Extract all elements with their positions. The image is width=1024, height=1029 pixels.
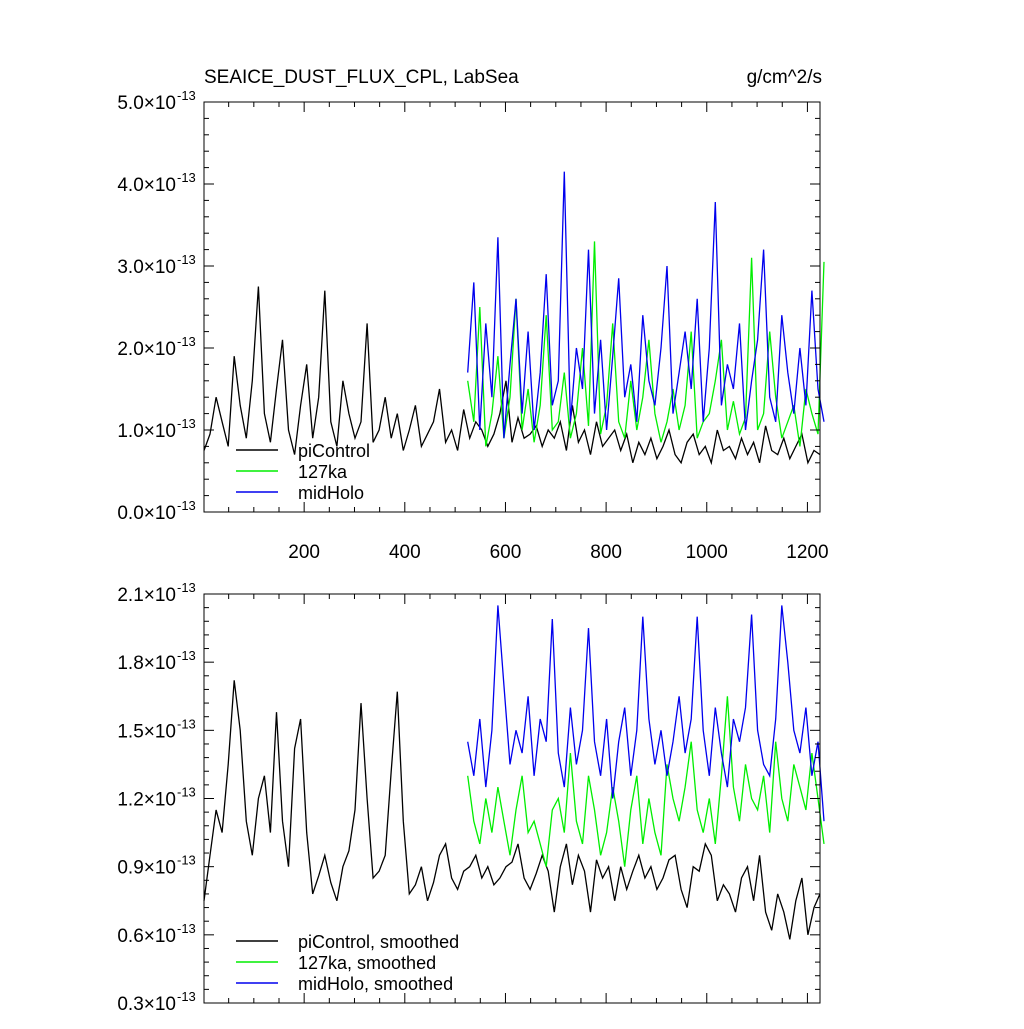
legend-label: midHolo: [298, 483, 364, 503]
units-label: g/cm^2/s: [747, 67, 822, 88]
legend-label: piControl, smoothed: [298, 932, 459, 952]
y-tick-exponent: -13: [177, 170, 196, 185]
y-tick-exponent: -13: [177, 252, 196, 267]
y-tick-label: 1.2×10: [117, 790, 176, 811]
series-line-0-2: [467, 171, 825, 439]
y-tick-label: 5.0×10: [117, 93, 176, 114]
legend-label: piControl: [298, 441, 370, 461]
y-tick-exponent: -13: [177, 648, 196, 663]
x-tick-label: 200: [288, 542, 320, 563]
x-tick-label: 1000: [686, 542, 728, 563]
y-tick-exponent: -13: [177, 989, 196, 1004]
y-tick-exponent: -13: [177, 498, 196, 513]
y-tick-label: 0.3×10: [117, 994, 176, 1015]
chart-title: SEAICE_DUST_FLUX_CPL, LabSea: [204, 67, 519, 88]
plot-frame: [203, 593, 821, 1004]
y-tick-label: 1.8×10: [117, 653, 176, 674]
y-tick-label: 0.6×10: [117, 926, 176, 947]
y-tick-label: 2.0×10: [117, 339, 176, 360]
y-tick-exponent: -13: [177, 853, 196, 868]
x-tick-label: 600: [490, 542, 522, 563]
x-tick-label: 400: [389, 542, 421, 563]
y-tick-exponent: -13: [177, 785, 196, 800]
y-tick-label: 4.0×10: [117, 175, 176, 196]
legend-label: midHolo, smoothed: [298, 974, 453, 994]
series-line-0-0: [203, 286, 821, 466]
series-line-1-0: [203, 680, 821, 940]
y-tick-label: 2.1×10: [117, 585, 176, 606]
y-tick-exponent: -13: [177, 334, 196, 349]
series-line-1-2: [467, 605, 825, 822]
y-tick-label: 3.0×10: [117, 257, 176, 278]
series-line-0-1: [467, 241, 825, 447]
y-tick-label: 0.9×10: [117, 858, 176, 879]
y-tick-label: 0.0×10: [117, 503, 176, 524]
y-tick-exponent: -13: [177, 88, 196, 103]
y-tick-exponent: -13: [177, 580, 196, 595]
y-tick-label: 1.5×10: [117, 721, 176, 742]
x-tick-label: 800: [590, 542, 622, 563]
x-tick-label: 1200: [786, 542, 828, 563]
bottom-panel: 0.3×10 -130.6×10 -130.9×10 -131.2×10 -131.5×…: [117, 580, 825, 1015]
plot-frame: [203, 101, 821, 513]
series-line-1-1: [467, 696, 825, 867]
y-tick-exponent: -13: [177, 716, 196, 731]
legend-label: 127ka, smoothed: [298, 953, 436, 973]
y-tick-exponent: -13: [177, 416, 196, 431]
y-tick-exponent: -13: [177, 921, 196, 936]
y-tick-label: 1.0×10: [117, 421, 176, 442]
legend-label: 127ka: [298, 462, 348, 482]
